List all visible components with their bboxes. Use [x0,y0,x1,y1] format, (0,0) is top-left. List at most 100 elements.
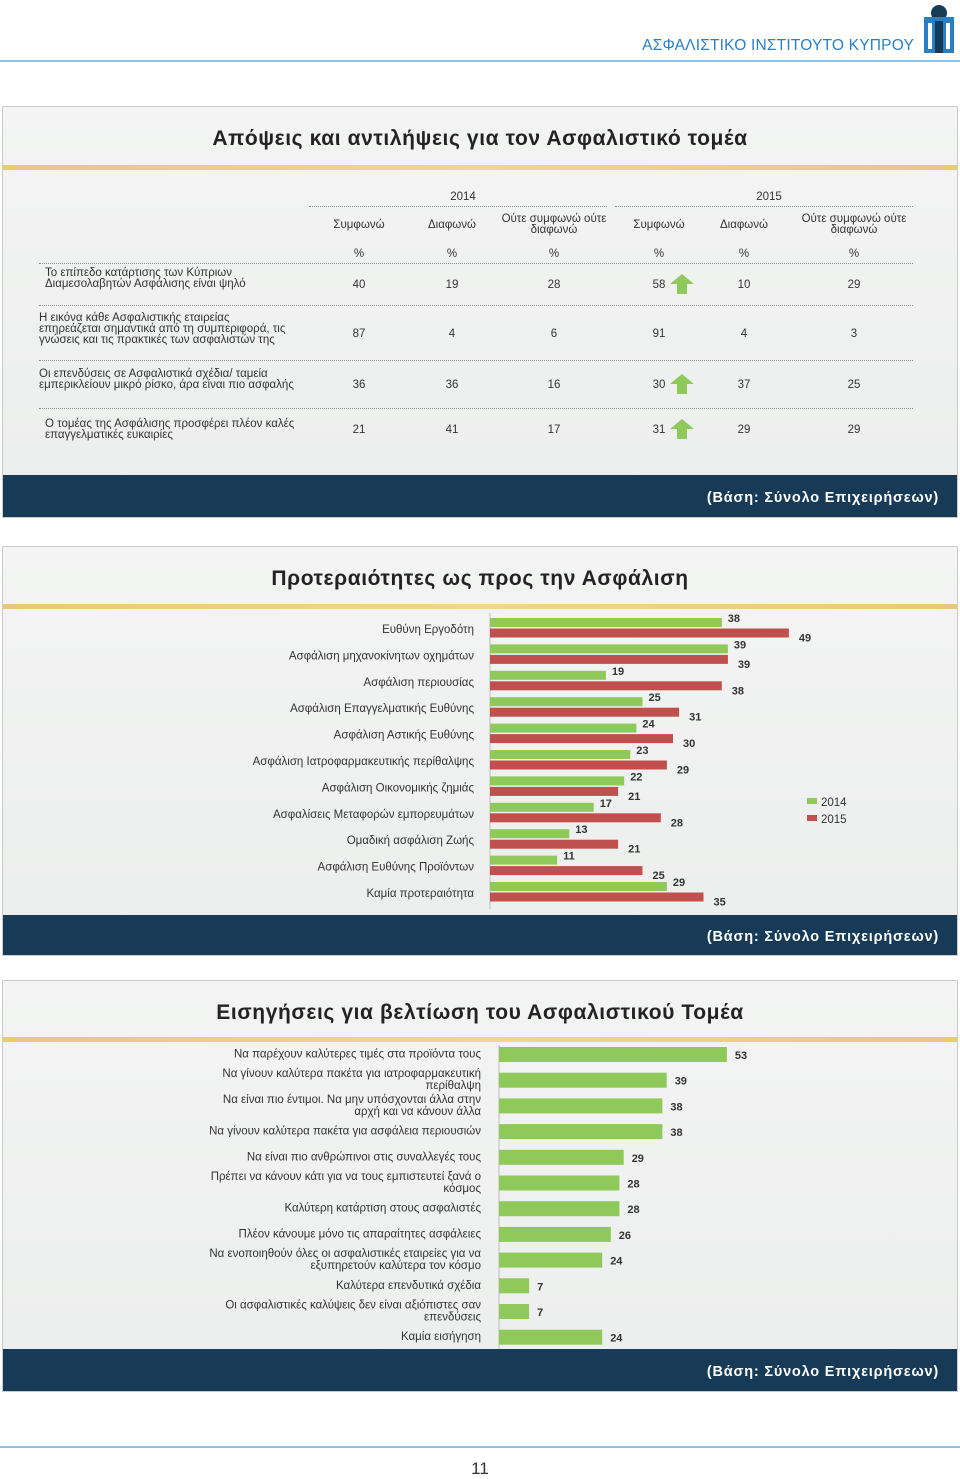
row-label: Ο τομέας της Ασφάλισης προσφέρει πλέον κ… [45,418,295,441]
cell-value: 4 [740,328,748,340]
unit-label: % [738,248,750,260]
bar-2015 [490,892,704,902]
legend-swatch [807,815,817,821]
bar [499,1175,620,1191]
bar-2015 [490,707,680,717]
panel-background [3,981,957,1391]
data-label: 38 [732,685,744,697]
cell-value: 36 [352,379,366,391]
up-arrow-icon [670,374,694,394]
data-label: 25 [649,692,661,704]
cell-value: 16 [547,379,561,391]
chart-title: Προτεραιότητες ως προς την Ασφάλιση [271,567,689,590]
category-label: Να γίνουν καλύτερα πακέτα για ασφάλεια π… [209,1126,481,1138]
suggestions-bar-chart: Να παρέχουν καλύτερες τιμές στα προϊόντα… [209,1045,747,1349]
column-header: Διαφωνώ [427,219,477,231]
category-label: Ασφάλιση Αστικής Ευθύνης [334,730,475,742]
year-header: 2014 [450,191,476,203]
category-label: Ευθύνη Εργοδότη [382,624,474,636]
cell-value: 91 [652,328,666,340]
category-label: Να ενοποιηθούν όλες οι ασφαλιστικές εται… [209,1248,481,1272]
data-label: 53 [735,1050,747,1062]
category-label: Πρέπει να κάνουν κάτι για να τους εμπιστ… [211,1171,482,1195]
bar-2015 [490,734,673,744]
data-label: 49 [799,633,811,645]
up-arrow-icon [670,419,694,439]
title-rule [3,604,957,609]
dotted-divider [39,360,913,361]
category-label: Πλέον κάνουμε μόνο τις απαραίτητες ασφάλ… [239,1228,482,1240]
bar [499,1329,603,1345]
data-label: 29 [677,765,689,777]
dotted-divider [615,206,913,207]
data-label: 13 [575,824,587,836]
bar [499,1072,667,1088]
data-label: 11 [563,851,575,863]
cell-value: 87 [352,328,366,340]
cell-value: 29 [737,424,751,436]
bar-2015 [490,813,661,823]
bar-2014 [490,802,594,812]
data-label: 29 [673,877,685,889]
institute-logo-icon [924,5,954,53]
bar-2014 [490,697,643,707]
category-label: Καλύτερα επενδυτικά σχέδια [336,1280,481,1292]
panel-title: Απόψεις και αντιλήψεις για τον Ασφαλιστι… [212,127,748,150]
data-label: 28 [627,1179,639,1191]
cell-value: 10 [737,279,751,291]
bar-2014 [490,776,625,786]
data-label: 35 [714,897,726,909]
page-header: ΑΣΦΑΛΙΣΤΙΚΟ ΙΝΣΤΙΤΟΥΤΟ ΚΥΠΡΟΥ [0,0,960,62]
bar [499,1098,663,1114]
legend-swatch [807,798,817,804]
bar-2015 [490,786,619,796]
cell-value: 28 [547,279,561,291]
bar-2014 [490,618,722,627]
org-name: ΑΣΦΑΛΙΣΤΙΚΟ ΙΝΣΤΙΤΟΥΤΟ ΚΥΠΡΟΥ [642,37,914,54]
category-label: Ασφάλιση Επαγγελματικής Ευθύνης [290,703,474,715]
category-label: Ασφάλιση Ευθύνης Προϊόντων [318,862,475,874]
bar [499,1252,603,1268]
column-header: Διαφωνώ [719,219,769,231]
chart-title: Εισηγήσεις για βελτίωση του Ασφαλιστικού… [216,1001,744,1024]
row-label: Το επίπεδο κατάρτισης των Κύπριων Διαμεσ… [45,267,246,290]
column-header: Ούτε συμφωνώ ούτε διαφωνώ [801,213,907,236]
bar-2015 [490,866,643,876]
data-label: 19 [612,666,624,678]
legend-label: 2015 [821,814,847,826]
column-header: Ούτε συμφωνώ ούτε διαφωνώ [501,213,607,236]
cell-value: 29 [847,279,861,291]
data-label: 38 [670,1127,682,1139]
suggestions-chart-panel: Εισηγήσεις για βελτίωση του Ασφαλιστικού… [2,980,958,1392]
data-label: 31 [689,712,701,724]
bar [499,1124,663,1140]
data-label: 25 [653,870,665,882]
title-rule [3,165,957,170]
row-label: Οι επενδύσεις σε Ασφαλιστικά σχέδια/ ταμ… [39,368,294,391]
data-label: 38 [670,1101,682,1113]
data-label: 21 [628,791,640,803]
dotted-divider [39,408,913,409]
data-label: 29 [632,1153,644,1165]
data-label: 38 [728,613,740,625]
category-label: Ασφάλιση περιουσίας [363,677,474,689]
bar-2014 [490,829,570,839]
unit-label: % [353,248,365,260]
category-label: Καμία προτεραιότητα [366,888,474,900]
data-label: 23 [636,745,648,757]
bar [499,1149,624,1165]
title-rule [3,1037,957,1042]
bar-2015 [490,654,728,664]
base-note: (Βάση: Σύνολο Επιχειρήσεων) [706,1364,939,1380]
column-header: Συμφωνώ [633,219,685,231]
unit-label: % [446,248,458,260]
row-label: Η εικόνα κάθε Ασφαλιστικής εταιρείας επη… [39,312,286,346]
data-label: 30 [683,738,695,750]
bar [499,1047,727,1062]
data-label: 26 [619,1230,631,1242]
data-label: 24 [610,1333,623,1345]
page-number: 11 [471,1459,489,1478]
up-arrow-icon [670,274,694,294]
category-label: Να είναι πιο ανθρώπινοι στις συναλλεγές … [247,1151,482,1163]
cell-value: 30 [652,379,666,391]
